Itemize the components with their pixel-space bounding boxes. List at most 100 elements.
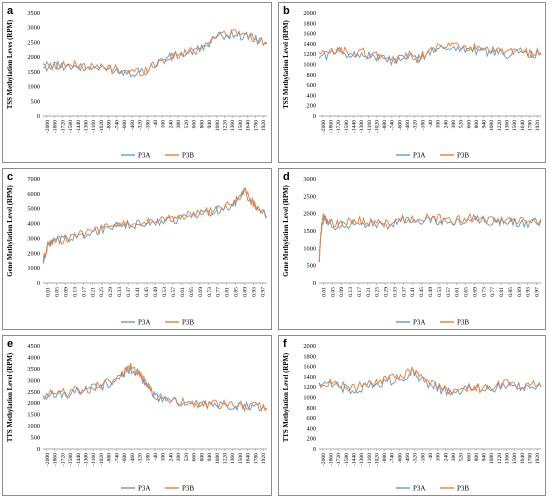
- x-tick-label: 940: [482, 453, 488, 462]
- x-tick-label: -600: [397, 453, 403, 463]
- x-tick-label: 0.37: [126, 287, 132, 297]
- x-tick-label: -880: [107, 453, 113, 463]
- y-tick-label: 1200: [303, 384, 316, 391]
- x-tick-label: -2000: [45, 120, 51, 133]
- x-tick-label: 0.57: [171, 287, 177, 297]
- x-tick-label: -740: [390, 120, 396, 130]
- x-tick-label: 0.29: [384, 287, 390, 297]
- legend-label-p3a: P3A: [138, 485, 150, 493]
- y-tick-label: 600: [307, 415, 316, 422]
- x-tick-label: 100: [161, 120, 167, 129]
- x-tick-label: 0.29: [108, 287, 114, 297]
- x-tick-label: 1360: [505, 120, 511, 131]
- x-tick-label: -1020: [374, 453, 380, 466]
- x-tick-label: -880: [382, 453, 388, 463]
- chart-panel-d: d 0 500 1000 1500 2000 2500 3000 0.01 0.05 0.09 0.1…: [278, 168, 546, 330]
- y-tick-label: 1800: [303, 353, 316, 360]
- y-tick-label: 4500: [27, 343, 40, 350]
- x-tick-label: 1080: [215, 120, 221, 131]
- x-tick-label: 0.57: [446, 287, 452, 297]
- y-tick-label: 1500: [303, 228, 316, 235]
- y-tick-label: 3500: [27, 366, 40, 373]
- x-tick-label: -1720: [60, 120, 66, 133]
- x-tick-label: -320: [138, 453, 144, 463]
- x-tick-label: -740: [114, 453, 120, 463]
- x-tick-label: 0.65: [464, 287, 470, 297]
- y-tick-label: 3000: [27, 25, 40, 32]
- x-tick-label: -1580: [344, 120, 350, 133]
- x-tick-label: 240: [168, 120, 174, 129]
- series-line-p3b: [42, 187, 268, 262]
- x-tick-label: 380: [451, 120, 457, 129]
- x-tick-label: 1920: [261, 453, 267, 464]
- y-tick-label: 500: [31, 435, 40, 442]
- y-tick-label: 6000: [27, 191, 40, 198]
- x-tick-label: 0.25: [375, 287, 381, 297]
- chart-panel-a: a 0 500 1000 1500 2000 2500 3000 3500 -2000 -1860-…: [2, 2, 272, 163]
- x-tick-label: -1440: [76, 453, 82, 466]
- series-line-p3a: [318, 213, 542, 263]
- legend-label-p3b: P3B: [457, 152, 469, 160]
- y-tick-label: 2500: [27, 39, 40, 46]
- y-tick-label: 0: [313, 280, 316, 287]
- legend-label-p3b: P3B: [182, 319, 194, 327]
- x-tick-label: -2000: [321, 120, 327, 133]
- x-tick-label: 1500: [512, 120, 518, 131]
- x-tick-label: 240: [443, 120, 449, 129]
- x-tick-label: 1360: [230, 120, 236, 131]
- chart-panel-c: c 0 1000 2000 3000 4000 5000 6000 7000 0.01 0.05 0.…: [2, 168, 272, 330]
- y-tick-label: 0: [37, 113, 40, 120]
- y-tick-label: 1000: [303, 62, 316, 69]
- x-tick-label: 1080: [489, 120, 495, 131]
- y-tick-label: 4000: [27, 221, 40, 228]
- x-tick-label: 1360: [230, 453, 236, 464]
- legend-label-p3a: P3A: [413, 485, 425, 493]
- x-tick-label: 1360: [505, 453, 511, 464]
- x-tick-label: -180: [420, 120, 426, 130]
- y-tick-label: 3000: [27, 377, 40, 384]
- x-tick-label: -880: [382, 120, 388, 130]
- x-tick-label: 1640: [246, 453, 252, 464]
- y-tick-label: 0: [313, 446, 316, 453]
- x-tick-label: 0.93: [526, 287, 532, 297]
- x-tick-label: 1220: [223, 120, 229, 131]
- series-line-p3a: [318, 369, 542, 397]
- x-tick-label: 660: [466, 120, 472, 129]
- x-tick-label: 0.17: [81, 287, 87, 297]
- x-tick-label: 0.69: [472, 287, 478, 297]
- x-tick-label: 0.89: [517, 287, 523, 297]
- legend-label-p3a: P3A: [138, 152, 150, 160]
- x-tick-label: 1780: [253, 120, 259, 131]
- x-tick-label: 1780: [528, 453, 534, 464]
- y-tick-label: 2000: [303, 343, 316, 350]
- series-line-p3a: [42, 365, 268, 413]
- y-tick-label: 2500: [303, 193, 316, 200]
- x-tick-label: -1440: [351, 120, 357, 133]
- x-tick-label: -1020: [374, 120, 380, 133]
- x-tick-label: -1720: [60, 453, 66, 466]
- x-tick-label: 0.93: [252, 287, 258, 297]
- series-line-p3b: [42, 363, 268, 412]
- legend-label-p3a: P3A: [413, 152, 425, 160]
- y-tick-label: 2000: [27, 54, 40, 61]
- x-tick-label: 1640: [246, 120, 252, 131]
- x-tick-label: -1020: [99, 453, 105, 466]
- x-tick-label: -40: [428, 453, 434, 461]
- x-tick-label: -1860: [328, 120, 334, 133]
- chart-d: 0 500 1000 1500 2000 2500 3000 0.01 0.05 0.09 0.13…: [283, 176, 542, 327]
- x-tick-label: 0.89: [243, 287, 249, 297]
- chart-f: 0 200 400 600 800 1000 1200 1400 1600 1800 2000 -20…: [283, 343, 542, 493]
- x-tick-label: 0.73: [207, 287, 213, 297]
- x-tick-label: -320: [138, 120, 144, 130]
- x-tick-label: 380: [176, 120, 182, 129]
- y-tick-label: 1000: [27, 84, 40, 91]
- x-tick-label: 1920: [261, 120, 267, 131]
- x-tick-label: -460: [130, 120, 136, 130]
- x-tick-label: -1580: [344, 453, 350, 466]
- x-tick-label: -1160: [91, 120, 97, 133]
- y-tick-label: 1000: [303, 395, 316, 402]
- x-tick-label: 1780: [253, 453, 259, 464]
- y-tick-label: 1400: [303, 41, 316, 48]
- x-tick-label: -1860: [328, 453, 334, 466]
- y-tick-label: 2000: [27, 400, 40, 407]
